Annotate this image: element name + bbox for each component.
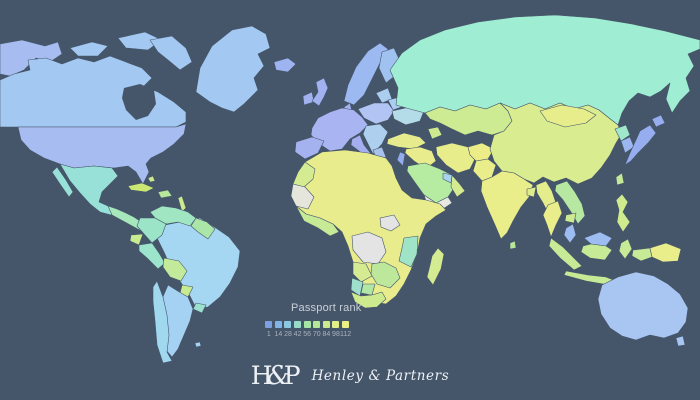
legend-swatch — [332, 321, 340, 328]
region-peru[interactable] — [138, 242, 166, 270]
region-kenya-tanzania[interactable] — [398, 235, 419, 268]
region-hispaniola[interactable] — [157, 189, 173, 199]
brand-footer: H & P Henley & Partners — [0, 358, 700, 392]
legend-stop: 42 — [293, 321, 303, 338]
legend-stop: 84 — [322, 321, 332, 338]
region-india[interactable] — [480, 170, 534, 240]
region-iran[interactable] — [435, 142, 477, 174]
region-laos-vietnam[interactable] — [554, 180, 586, 225]
region-drc[interactable] — [351, 231, 387, 265]
legend-swatch — [294, 321, 302, 328]
region-cuba[interactable] — [127, 182, 155, 193]
legend-stop-label: 56 — [303, 331, 312, 338]
hudson-bay — [122, 84, 156, 120]
region-uruguay[interactable] — [192, 302, 207, 314]
region-uae-qatar[interactable] — [442, 172, 453, 184]
region-syria-iraq[interactable] — [404, 146, 437, 170]
region-sumatra[interactable] — [548, 237, 583, 271]
legend-stop: 28 — [283, 321, 293, 338]
region-chile[interactable] — [152, 280, 173, 364]
region-falklands[interactable] — [194, 341, 202, 348]
region-bolivia[interactable] — [162, 257, 188, 282]
region-borneo-malaysia[interactable] — [583, 231, 613, 247]
region-colombia[interactable] — [136, 217, 167, 244]
legend-stop: 98 — [331, 321, 341, 338]
brand-monogram-icon: H & P — [250, 360, 301, 391]
region-mauritania[interactable] — [290, 183, 315, 210]
legend-stop-label: 14 — [274, 331, 283, 338]
region-taiwan[interactable] — [615, 172, 625, 186]
legend-stop-label: 84 — [322, 331, 331, 338]
region-tasmania[interactable] — [675, 335, 686, 347]
region-south-sudan[interactable] — [379, 214, 401, 232]
region-greenland[interactable] — [195, 25, 271, 113]
legend-stop-label: 70 — [312, 331, 321, 338]
legend-stop-label: 112 — [339, 331, 352, 338]
legend-stop: 1 — [264, 321, 274, 338]
region-baja-california[interactable] — [51, 166, 74, 198]
region-sulawesi[interactable] — [618, 238, 633, 260]
legend-stop: 112 — [339, 321, 352, 338]
legend-swatch — [342, 321, 350, 328]
region-turkey[interactable] — [386, 132, 427, 150]
legend-stop-label: 42 — [293, 331, 302, 338]
legend-swatch — [284, 321, 292, 328]
region-israel[interactable] — [396, 151, 406, 167]
region-australia[interactable] — [597, 271, 689, 341]
region-mexico[interactable] — [59, 163, 119, 216]
region-canada-baffin-island[interactable] — [149, 35, 193, 71]
region-iberia[interactable] — [294, 136, 325, 160]
region-mongolia[interactable] — [539, 104, 597, 128]
legend-swatch — [313, 321, 321, 328]
region-japan-hokkaido[interactable] — [651, 114, 666, 128]
region-oman[interactable] — [450, 174, 466, 198]
region-canada-arctic-island[interactable] — [69, 41, 109, 57]
region-borneo-indonesia[interactable] — [580, 243, 613, 261]
legend-stop: 14 — [274, 321, 284, 338]
region-iceland[interactable] — [273, 57, 297, 73]
region-central-europe[interactable] — [357, 102, 395, 125]
brand-name: Henley & Partners — [311, 368, 450, 384]
legend-swatch — [322, 321, 330, 328]
region-madagascar[interactable] — [426, 247, 445, 286]
legend-title: Passport rank — [291, 302, 362, 314]
monogram-h: H — [250, 360, 273, 390]
legend-swatch — [265, 321, 273, 328]
region-guyanas[interactable] — [190, 217, 216, 240]
region-japan-honshu[interactable] — [624, 124, 657, 166]
region-malaysia-peninsula[interactable] — [563, 223, 577, 244]
region-scandinavia[interactable] — [343, 42, 389, 106]
region-west-papua[interactable] — [631, 247, 653, 262]
legend-stop-label: 28 — [284, 331, 292, 338]
region-angola[interactable] — [352, 261, 373, 283]
region-bahamas[interactable] — [147, 175, 156, 183]
legend-swatch — [303, 321, 311, 328]
region-sri-lanka[interactable] — [509, 240, 517, 250]
legend-stop-label: 1 — [266, 331, 271, 338]
region-lesser-antilles[interactable] — [177, 195, 187, 213]
region-caucasus[interactable] — [427, 126, 443, 140]
region-north-korea[interactable] — [614, 124, 631, 142]
monogram-ampersand: & — [266, 361, 290, 391]
region-bangladesh[interactable] — [526, 186, 537, 198]
region-usa[interactable] — [17, 123, 187, 185]
region-uk[interactable] — [311, 77, 329, 107]
legend-swatch — [274, 321, 282, 328]
legend-color-scale: 1 14 28 42 56 70 84 98 112 — [264, 321, 361, 338]
monogram-p: P — [283, 360, 301, 390]
region-thailand[interactable] — [542, 200, 563, 238]
legend-stop-label: 98 — [332, 331, 340, 338]
region-zambia-zimbabwe[interactable] — [370, 261, 401, 289]
region-papua-new-guinea[interactable] — [649, 242, 682, 263]
legend-stop: 56 — [302, 321, 312, 338]
region-south-africa[interactable] — [350, 291, 387, 309]
legend: Passport rank 1 14 28 42 56 70 84 98 112 — [264, 302, 361, 338]
region-west-africa[interactable] — [295, 205, 340, 237]
legend-stop: 70 — [312, 321, 322, 338]
region-cambodia[interactable] — [564, 212, 577, 224]
region-philippines[interactable] — [615, 193, 631, 233]
